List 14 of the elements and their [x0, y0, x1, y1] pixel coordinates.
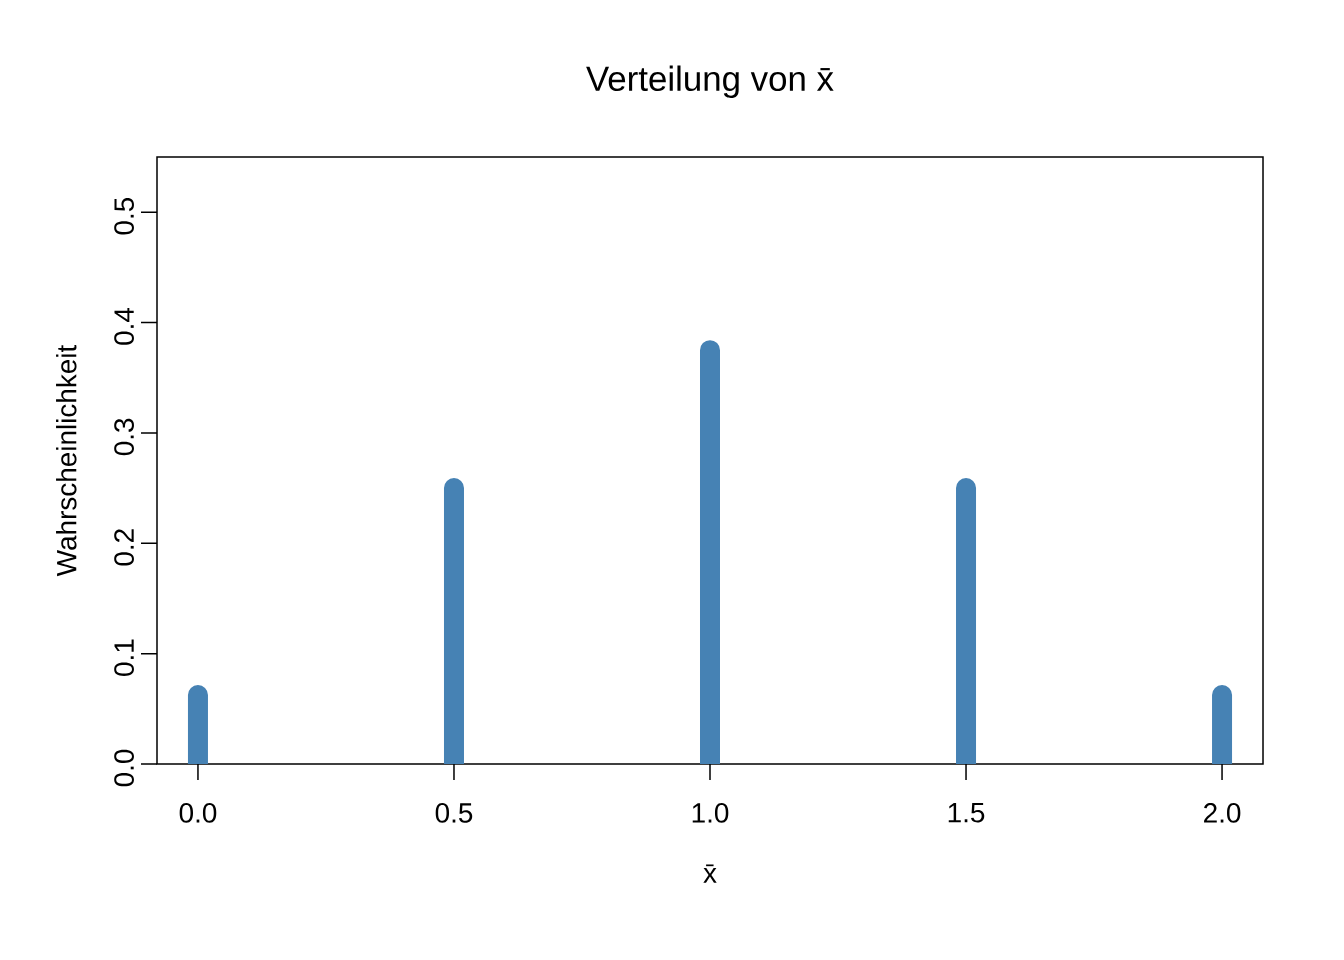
y-tick-label: 0.2: [114, 529, 134, 566]
x-tick-label: 0.0: [179, 803, 217, 823]
x-tick-label: 2.0: [1204, 803, 1241, 823]
y-tick-label: 0.5: [114, 197, 134, 235]
y-tick-label: 0.3: [114, 418, 134, 456]
y-tick-label: 0.0: [114, 749, 134, 787]
y-tick-label: 0.1: [114, 639, 134, 676]
chart-title: Verteilung von x̄: [586, 65, 834, 99]
x-tick-label: 1.5: [948, 803, 985, 823]
x-tick-label: 0.5: [435, 803, 473, 823]
x-tick-label: 1.0: [692, 803, 729, 823]
y-axis-title: Wahrscheinlichkeit: [56, 344, 77, 577]
y-tick-label: 0.4: [114, 307, 134, 345]
x-axis-title: x̄: [703, 864, 717, 883]
